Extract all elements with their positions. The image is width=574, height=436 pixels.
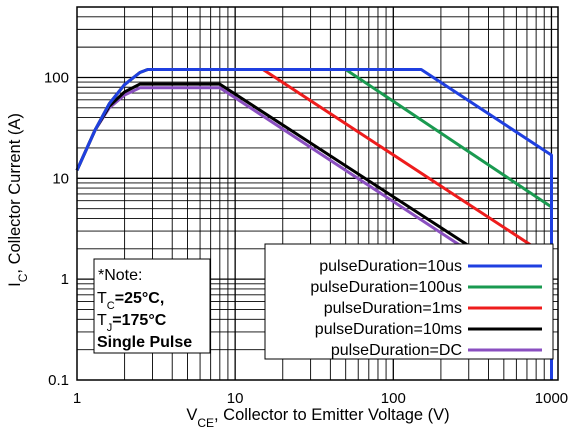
legend-label: pulseDuration=10us <box>319 258 462 275</box>
series-line <box>75 68 553 209</box>
note-line-4: Single Pulse <box>97 334 192 351</box>
note-box-frame <box>93 258 211 354</box>
legend-box <box>264 243 554 360</box>
y-tick-label: 10 <box>52 170 69 187</box>
plot-frame <box>76 6 559 381</box>
x-tick-label: 1000 <box>535 390 568 407</box>
legend-label: pulseDuration=1ms <box>324 300 462 317</box>
x-tick-label: 10 <box>227 390 244 407</box>
y-axis-title: IC, Collector Current (A) <box>6 113 30 287</box>
series-line <box>75 68 553 260</box>
x-axis-title: VCE, Collector to Emitter Voltage (V) <box>186 406 449 430</box>
x-tick-label: 100 <box>381 390 406 407</box>
legend-label: pulseDuration=DC <box>331 342 462 359</box>
note-line-3: TJ=175°C <box>97 312 167 334</box>
y-tick-label: 0.1 <box>48 372 69 389</box>
series-line <box>75 68 553 380</box>
x-tick-label: 1 <box>73 390 81 407</box>
legend-label: pulseDuration=100us <box>310 279 462 296</box>
y-tick-label: 100 <box>44 69 69 86</box>
note-line-2: TC=25°C, <box>97 290 164 312</box>
y-tick-label: 1 <box>61 271 69 288</box>
legend-label: pulseDuration=10ms <box>315 321 462 338</box>
series-lines <box>75 68 553 380</box>
legend: pulseDuration=10us pulseDuration=100us pul… <box>264 243 554 360</box>
note-line-1: *Note: <box>98 267 142 284</box>
note-box: *Note: TC=25°C, TJ=175°C Single Pulse <box>93 258 211 354</box>
